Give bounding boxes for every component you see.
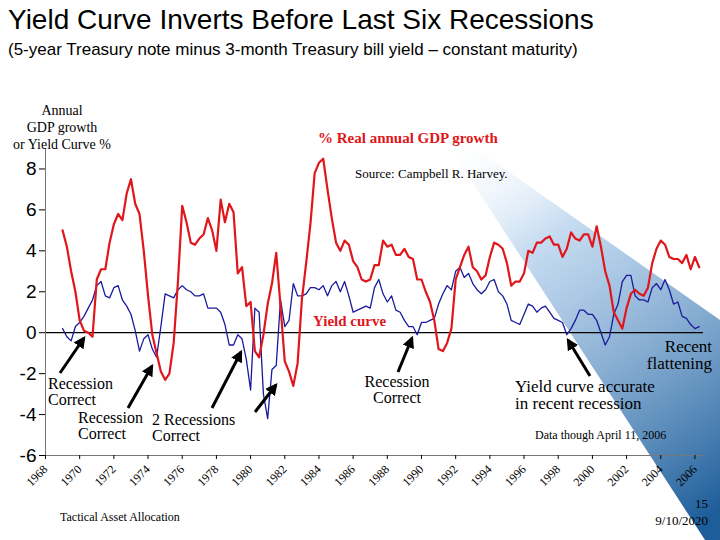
svg-text:1976: 1976	[160, 462, 187, 489]
svg-text:1984: 1984	[297, 462, 324, 489]
html-text:Correct: Correct	[373, 389, 421, 406]
html-text:Annual: Annual	[41, 103, 83, 118]
html-text:Source: Campbell R. Harvey.: Source: Campbell R. Harvey.	[355, 166, 508, 181]
html-text:flattening: flattening	[646, 354, 712, 373]
html-text:in recent recession: in recent recession	[515, 394, 642, 413]
html-text:Correct: Correct	[152, 427, 200, 444]
svg-text:8: 8	[26, 158, 37, 179]
svg-text:1982: 1982	[263, 462, 290, 489]
html-text:Yield Curve Inverts Before Las: Yield Curve Inverts Before Last Six Rece…	[8, 4, 594, 35]
svg-text:-4: -4	[20, 404, 37, 425]
svg-text:1992: 1992	[434, 462, 461, 489]
html-text:2 Recessions: 2 Recessions	[152, 411, 236, 428]
svg-text:1972: 1972	[92, 462, 119, 489]
html-text:(5-year Treasury note minus 3-: (5-year Treasury note minus 3-month Trea…	[8, 40, 578, 59]
svg-text:0: 0	[26, 322, 37, 343]
svg-text:-6: -6	[20, 445, 37, 466]
html-text:Correct: Correct	[78, 425, 126, 442]
svg-text:1994: 1994	[468, 462, 495, 489]
html-text:Recent: Recent	[664, 337, 712, 356]
svg-text:1998: 1998	[536, 462, 563, 489]
svg-text:1970: 1970	[58, 462, 85, 489]
svg-text:2002: 2002	[605, 462, 632, 489]
svg-text:6: 6	[26, 199, 37, 220]
svg-text:1996: 1996	[502, 462, 529, 489]
svg-text:1974: 1974	[126, 462, 153, 489]
svg-text:2006: 2006	[673, 462, 700, 489]
html-text:9/10/2020: 9/10/2020	[655, 513, 708, 528]
html-text:15: 15	[695, 496, 708, 511]
svg-text:1988: 1988	[365, 462, 392, 489]
svg-text:2004: 2004	[639, 462, 666, 489]
svg-text:1980: 1980	[229, 462, 256, 489]
html-text:Yield curve: Yield curve	[313, 313, 387, 329]
html-text:Yield curve accurate: Yield curve accurate	[515, 377, 655, 396]
html-text:Data though April 11, 2006: Data though April 11, 2006	[535, 428, 667, 442]
svg-text:-2: -2	[20, 363, 37, 384]
html-text:Recession: Recession	[364, 373, 430, 390]
html-text:Recession: Recession	[48, 375, 113, 392]
svg-text:1978: 1978	[194, 462, 221, 489]
svg-text:2000: 2000	[570, 462, 597, 489]
html-text:Correct: Correct	[48, 391, 96, 408]
html-text:or Yield Curve %: or Yield Curve %	[13, 137, 111, 152]
html-text:% Real annual GDP growth: % Real annual GDP growth	[318, 130, 498, 146]
svg-text:4: 4	[26, 240, 37, 261]
svg-text:1990: 1990	[399, 462, 426, 489]
svg-text:1968: 1968	[23, 462, 50, 489]
svg-text:2: 2	[26, 281, 37, 302]
html-text:Recession: Recession	[78, 409, 143, 426]
html-text:GDP growth: GDP growth	[26, 120, 98, 135]
svg-text:1986: 1986	[331, 462, 358, 489]
html-text:Tactical Asset Allocation: Tactical Asset Allocation	[60, 510, 180, 524]
